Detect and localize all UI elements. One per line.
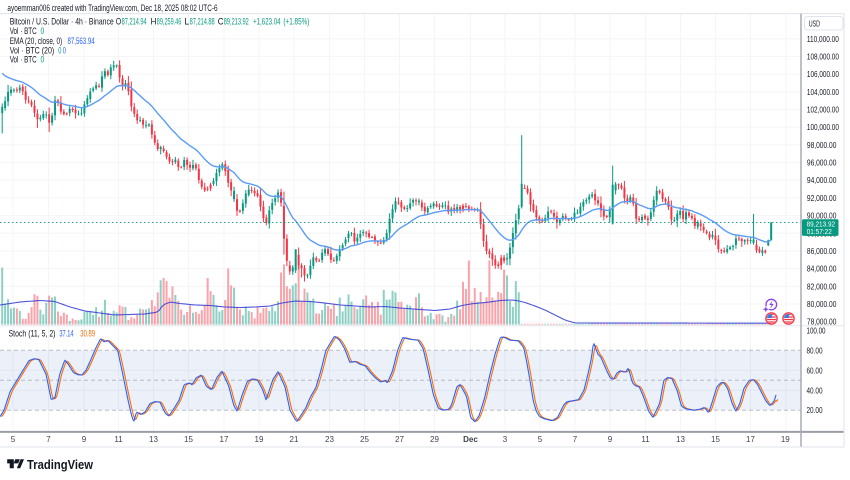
- svg-text:L: L: [184, 17, 189, 28]
- svg-text:102,000.00: 102,000.00: [807, 104, 839, 114]
- svg-text:104,000.00: 104,000.00: [807, 87, 839, 97]
- svg-text:13: 13: [676, 435, 685, 444]
- svg-text:89,259.46: 89,259.46: [157, 17, 182, 28]
- svg-text:O: O: [116, 17, 122, 28]
- svg-text:82,000.00: 82,000.00: [807, 281, 837, 291]
- svg-text:80.00: 80.00: [807, 345, 823, 355]
- svg-text:89,213.92: 89,213.92: [224, 17, 249, 28]
- svg-text:0: 0: [41, 54, 45, 65]
- svg-text:98,000.00: 98,000.00: [807, 140, 837, 150]
- svg-text:Vol · BTC: Vol · BTC: [10, 54, 37, 65]
- svg-text:106,000.00: 106,000.00: [807, 69, 839, 79]
- svg-text:87,214.94: 87,214.94: [122, 17, 147, 28]
- svg-text:87,214.88: 87,214.88: [190, 17, 215, 28]
- svg-text:15: 15: [184, 435, 193, 444]
- svg-text:3: 3: [503, 435, 508, 444]
- svg-text:Stoch (11, 5, 2): Stoch (11, 5, 2): [9, 329, 56, 340]
- svg-text:EMA (20, close, 0): EMA (20, close, 0): [10, 36, 63, 47]
- svg-text:(+1.85%): (+1.85%): [283, 17, 309, 28]
- svg-text:15: 15: [711, 435, 720, 444]
- svg-text:19: 19: [781, 435, 790, 444]
- svg-text:100,000.00: 100,000.00: [807, 122, 839, 132]
- svg-text:11: 11: [114, 435, 123, 444]
- svg-text:108,000.00: 108,000.00: [807, 51, 839, 61]
- svg-text:5: 5: [538, 435, 543, 444]
- svg-text:5: 5: [11, 435, 16, 444]
- svg-text:C: C: [218, 17, 224, 28]
- svg-text:94,000.00: 94,000.00: [807, 175, 837, 185]
- svg-text:78,000.00: 78,000.00: [807, 317, 837, 327]
- svg-text:89,213.92: 89,213.92: [807, 219, 836, 228]
- svg-text:25: 25: [360, 435, 369, 444]
- svg-text:37.14: 37.14: [59, 329, 73, 340]
- svg-text:19: 19: [255, 435, 264, 444]
- svg-text:USD: USD: [809, 19, 820, 29]
- svg-text:Vol · BTC (20): Vol · BTC (20): [10, 45, 55, 56]
- svg-text:Vol · BTC: Vol · BTC: [10, 26, 37, 37]
- svg-text:Dec: Dec: [463, 435, 478, 444]
- svg-text:11: 11: [641, 435, 650, 444]
- svg-text:92,000.00: 92,000.00: [807, 193, 837, 203]
- svg-text:27: 27: [395, 435, 404, 444]
- svg-text:20.00: 20.00: [807, 405, 823, 415]
- svg-text:96,000.00: 96,000.00: [807, 158, 837, 168]
- svg-text:0: 0: [41, 26, 45, 37]
- svg-text:7: 7: [573, 435, 578, 444]
- svg-text:H: H: [151, 17, 157, 28]
- svg-text:7: 7: [46, 435, 51, 444]
- svg-text:TradingView: TradingView: [27, 458, 93, 472]
- svg-text:+1,623.04: +1,623.04: [253, 17, 281, 28]
- svg-text:110,000.00: 110,000.00: [807, 34, 839, 44]
- svg-text:21: 21: [290, 435, 299, 444]
- svg-text:100.00: 100.00: [807, 325, 826, 335]
- svg-text:60.00: 60.00: [807, 365, 823, 375]
- svg-text:80,000.00: 80,000.00: [807, 299, 837, 309]
- svg-text:Bitcoin / U.S. Dollar · 4h · B: Bitcoin / U.S. Dollar · 4h · Binance: [10, 17, 114, 28]
- svg-text:30.89: 30.89: [80, 329, 95, 340]
- svg-text:ayoemman006 created with Tradi: ayoemman006 created with TradingView.com…: [7, 3, 217, 14]
- svg-text:29: 29: [430, 435, 439, 444]
- svg-text:87,563.94: 87,563.94: [68, 36, 95, 47]
- svg-text:0: 0: [63, 45, 66, 56]
- svg-text:13: 13: [149, 435, 158, 444]
- svg-text:23: 23: [325, 435, 334, 444]
- svg-text:90,000.00: 90,000.00: [807, 211, 837, 221]
- svg-text:17: 17: [220, 435, 229, 444]
- svg-text:0: 0: [58, 45, 61, 56]
- svg-text:40.00: 40.00: [807, 385, 823, 395]
- svg-text:86,000.00: 86,000.00: [807, 246, 837, 256]
- svg-text:84,000.00: 84,000.00: [807, 264, 837, 274]
- svg-text:17: 17: [746, 435, 755, 444]
- svg-text:9: 9: [608, 435, 613, 444]
- svg-text:9: 9: [82, 435, 87, 444]
- svg-text:01:57:22: 01:57:22: [807, 227, 832, 236]
